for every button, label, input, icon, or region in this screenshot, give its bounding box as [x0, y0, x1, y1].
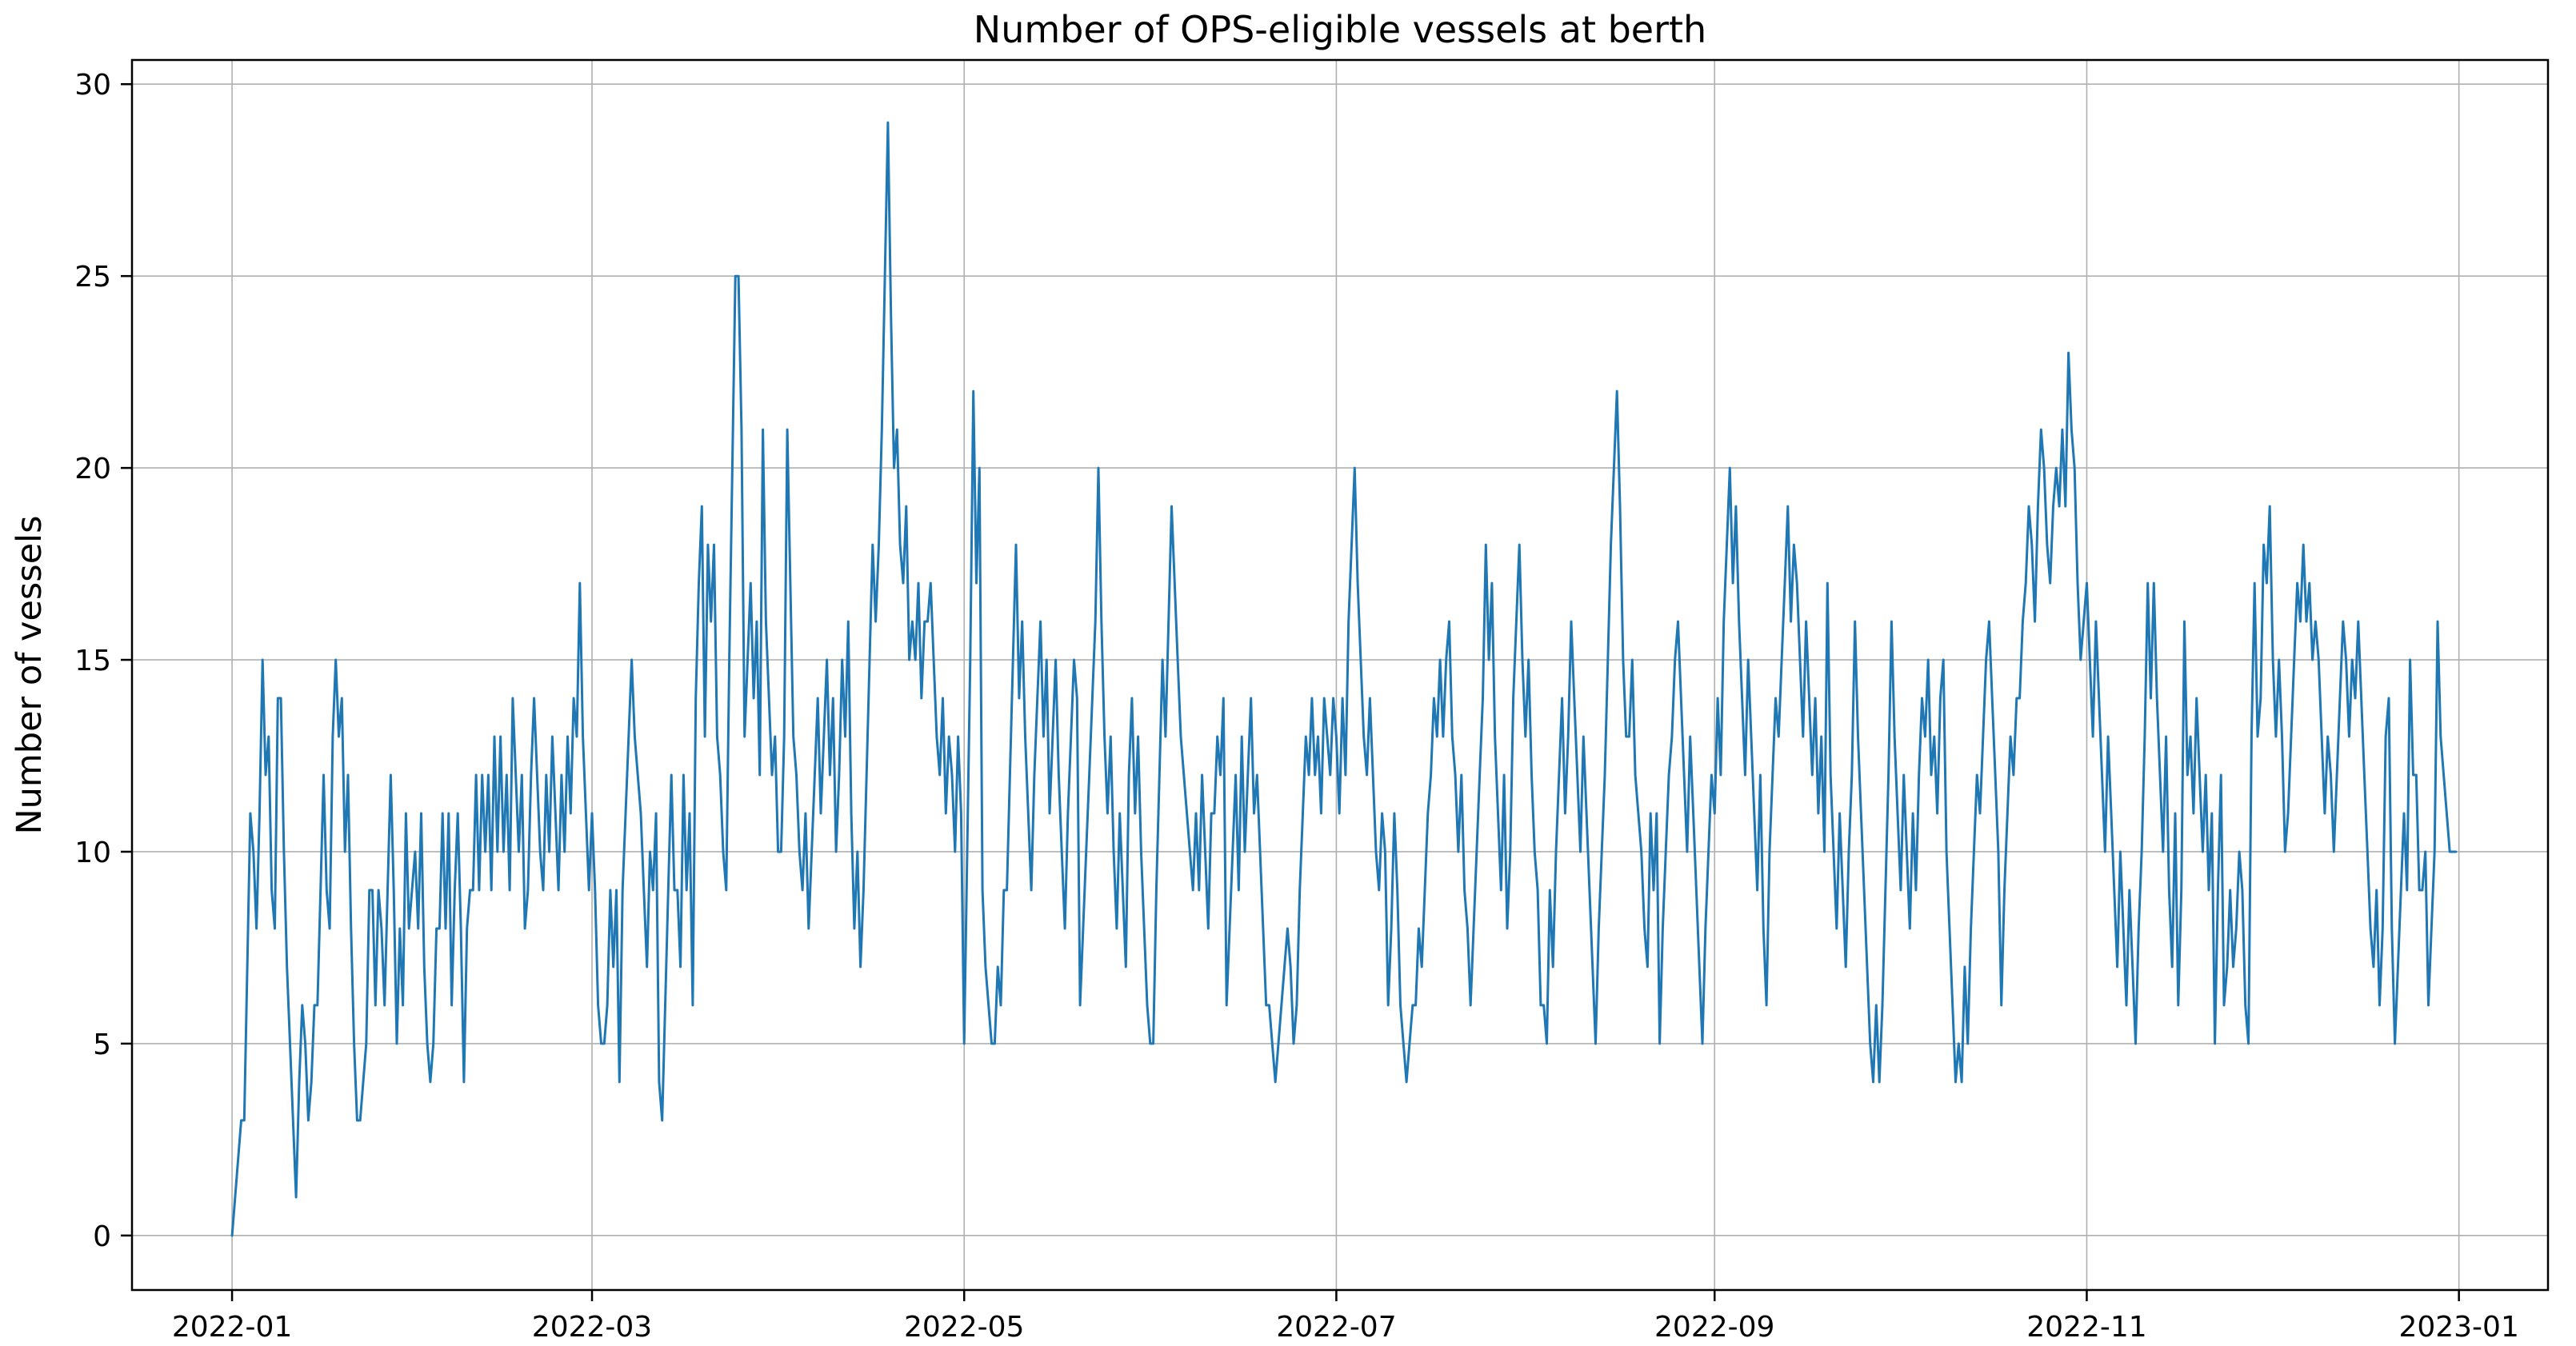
x-tick-label: 2022-03	[532, 1311, 652, 1344]
x-tick-label: 2023-01	[2398, 1311, 2518, 1344]
y-tick-label: 20	[74, 453, 111, 485]
y-tick-label: 0	[93, 1220, 111, 1253]
x-tick-label: 2022-05	[904, 1311, 1024, 1344]
series-line	[230, 121, 2458, 1237]
x-tick-label: 2022-11	[2026, 1311, 2146, 1344]
chart-title: Number of OPS-eligible vessels at berth	[973, 8, 1707, 51]
y-tick-label: 15	[74, 645, 111, 677]
y-tick-label: 10	[74, 837, 111, 869]
plot-border	[130, 58, 2550, 1292]
x-tick-label: 2022-07	[1276, 1311, 1396, 1344]
y-axis-label: Number of vessels	[10, 515, 50, 835]
x-tick-label: 2022-01	[172, 1311, 292, 1344]
x-tick-label: 2022-09	[1654, 1311, 1774, 1344]
y-tick-label: 30	[74, 69, 111, 102]
y-tick-label: 5	[93, 1028, 111, 1061]
y-tick-label: 25	[74, 261, 111, 294]
